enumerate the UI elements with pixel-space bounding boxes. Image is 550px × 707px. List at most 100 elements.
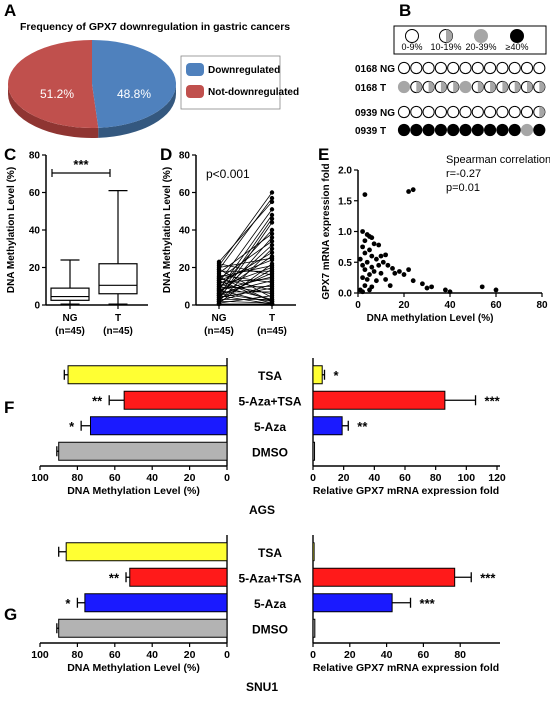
e-point bbox=[387, 283, 393, 289]
d-point-t bbox=[269, 212, 275, 218]
b-dot bbox=[533, 123, 546, 137]
e-y-tick-label: 0.5 bbox=[338, 258, 352, 269]
d-pair-line bbox=[218, 267, 273, 287]
d-pair-line bbox=[218, 192, 273, 266]
d-pair-line bbox=[218, 280, 273, 302]
d-pair-line bbox=[218, 274, 273, 283]
e-annotation: Spearman correlation bbox=[446, 154, 550, 166]
e-point bbox=[364, 277, 370, 282]
d-point-t bbox=[269, 227, 275, 233]
g-left-x-tick-label: 0 bbox=[224, 649, 230, 661]
d-y-tick-label: 40 bbox=[179, 226, 191, 237]
pie-title: Frequency of GPX7 downregulation in gast… bbox=[20, 21, 290, 33]
b-legend-label: 0-9% bbox=[401, 42, 422, 52]
e-point bbox=[371, 241, 377, 247]
d-pair-line bbox=[218, 233, 273, 274]
d-point-ng bbox=[216, 284, 222, 289]
f-left-x-label: DNA Methylation Level (%) bbox=[67, 485, 200, 497]
d-x-label: NG bbox=[212, 313, 227, 324]
e-point bbox=[364, 259, 370, 265]
b-dot bbox=[471, 123, 484, 137]
g-category-label: 5-Aza bbox=[254, 597, 286, 611]
d-point-t bbox=[269, 216, 275, 221]
d-point-t bbox=[269, 190, 275, 195]
d-pair-line bbox=[218, 269, 273, 298]
b-dot-fill bbox=[416, 81, 422, 93]
d-point-ng bbox=[216, 287, 222, 293]
b-dot-fill bbox=[527, 81, 533, 93]
f-left-x-tick-label: 0 bbox=[224, 472, 230, 484]
g-left-bar bbox=[58, 618, 228, 638]
pie-edge-downregulated bbox=[98, 84, 177, 138]
b-dot bbox=[434, 123, 447, 137]
e-point bbox=[390, 266, 395, 271]
b-dot bbox=[459, 105, 472, 119]
b-dot-fill bbox=[514, 81, 521, 93]
c-y-tick-label: 20 bbox=[29, 263, 41, 274]
g-right-x-tick-label: 60 bbox=[418, 649, 430, 661]
d-point-t bbox=[269, 195, 275, 201]
d-point-ng bbox=[216, 261, 222, 266]
g-right-bar bbox=[312, 618, 316, 638]
f-category-label: TSA bbox=[258, 369, 282, 383]
e-point bbox=[376, 262, 382, 268]
c-y-tick-label: 60 bbox=[29, 188, 41, 199]
f-cell-line: AGS bbox=[249, 503, 275, 517]
d-pair-line bbox=[218, 201, 273, 263]
f-left-sig: ** bbox=[92, 393, 103, 408]
d-y-tick-label: 20 bbox=[179, 263, 191, 274]
f-right-sig: * bbox=[334, 368, 340, 383]
bar-chart-snu1: 100 80 60 40 20 0 DNA Methylation Level (%) 0 20… bbox=[31, 535, 500, 694]
c-x-label: T bbox=[115, 313, 121, 324]
b-dot-fill bbox=[539, 106, 545, 118]
e-point bbox=[369, 235, 375, 241]
d-point-ng bbox=[216, 274, 222, 280]
e-point bbox=[479, 284, 485, 290]
b-legend-dot-fill bbox=[446, 29, 453, 43]
e-point bbox=[360, 229, 365, 234]
e-x-tick-label: 0 bbox=[355, 300, 361, 311]
c-y-tick-label: 40 bbox=[29, 226, 41, 237]
d-point-ng bbox=[216, 293, 222, 298]
b-dot bbox=[397, 105, 411, 119]
d-pair-line bbox=[218, 197, 273, 270]
b-dot bbox=[484, 123, 497, 137]
f-right-sig: *** bbox=[485, 393, 501, 408]
d-point-t bbox=[269, 299, 275, 304]
e-point bbox=[357, 256, 363, 262]
e-point bbox=[374, 256, 379, 262]
f-right-bar bbox=[312, 390, 446, 410]
c-x-label-n: (n=45) bbox=[55, 326, 85, 337]
d-point-ng bbox=[216, 267, 222, 272]
e-point bbox=[493, 287, 499, 293]
g-right-sig: *** bbox=[480, 570, 496, 585]
b-dot bbox=[459, 80, 472, 94]
e-point bbox=[378, 253, 384, 259]
f-left-x-tick-label: 20 bbox=[184, 472, 196, 484]
e-point bbox=[362, 283, 368, 289]
e-x-tick-label: 80 bbox=[536, 300, 548, 311]
g-category-label: 5-Aza+TSA bbox=[238, 571, 301, 585]
f-left-bar bbox=[58, 441, 228, 461]
g-left-bar bbox=[65, 542, 228, 562]
e-point bbox=[362, 267, 368, 273]
d-point-t bbox=[269, 242, 275, 248]
c-sig-stars: *** bbox=[73, 157, 89, 172]
f-right-x-tick-label: 20 bbox=[338, 472, 350, 484]
c-y-tick-label: 0 bbox=[34, 301, 40, 312]
b-dot bbox=[434, 105, 447, 119]
b-dot bbox=[520, 105, 534, 119]
b-row-label: 0168 T bbox=[355, 83, 386, 94]
b-dot bbox=[520, 123, 534, 137]
b-row-label: 0168 NG bbox=[355, 64, 395, 75]
b-dot bbox=[508, 123, 521, 137]
e-point bbox=[410, 187, 416, 193]
d-point-t bbox=[269, 257, 275, 263]
pie-slice-downregulated bbox=[92, 40, 177, 128]
d-pair-line bbox=[218, 209, 273, 283]
b-dot bbox=[533, 61, 546, 75]
f-left-bar bbox=[67, 365, 228, 385]
bar-chart-ags: 100 80 60 40 20 0 DNA Methylation Level (%) 0 20… bbox=[31, 358, 506, 517]
pie-slice-not-downregulated bbox=[8, 40, 99, 128]
pie-label-not-downregulated: 51.2% bbox=[40, 87, 74, 101]
